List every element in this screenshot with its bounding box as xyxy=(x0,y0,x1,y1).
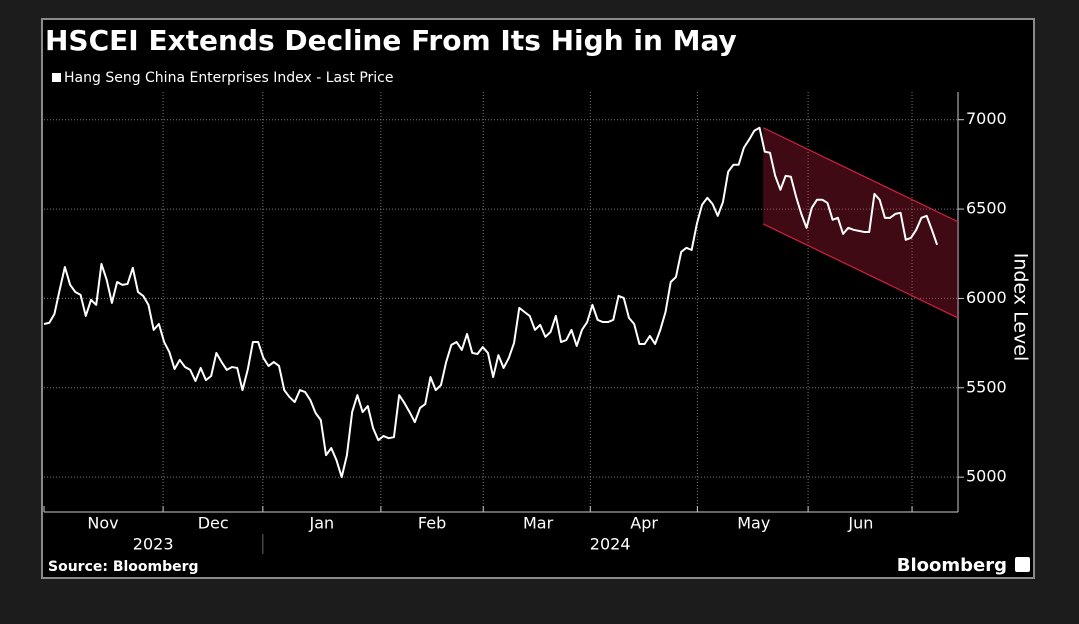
x-tick-label: Feb xyxy=(418,514,446,533)
y-tick-label: 6000 xyxy=(966,288,1007,307)
x-tick-label: Jan xyxy=(309,514,335,533)
x-tick-label: Mar xyxy=(523,514,554,533)
y-tick-label: 6500 xyxy=(966,199,1007,218)
frame xyxy=(41,18,1035,579)
channel-line xyxy=(762,127,959,223)
y-tick-label: 5500 xyxy=(966,377,1007,396)
chart-title: HSCEI Extends Decline From Its High in M… xyxy=(45,24,737,57)
series-line xyxy=(43,126,939,479)
channel-line xyxy=(762,223,959,319)
y-tick-label: 7000 xyxy=(966,109,1007,128)
y-axis-label: Index Level xyxy=(1010,253,1032,362)
brand-icon xyxy=(1015,557,1030,572)
x-tick-label: May xyxy=(737,514,770,533)
x-tick-label: Nov xyxy=(87,514,118,533)
source: Source: Bloomberg xyxy=(48,559,199,575)
y-tick-label: 5000 xyxy=(966,467,1007,486)
channel-area xyxy=(763,127,958,318)
x-tick-label: Apr xyxy=(630,514,658,533)
x-tick-label: Dec xyxy=(198,514,229,533)
x-tick-label: Jun xyxy=(847,514,873,533)
year-label: 2023 xyxy=(133,535,174,554)
legend-label: Hang Seng China Enterprises Index - Last… xyxy=(64,70,394,86)
brand: Bloomberg xyxy=(897,555,1007,576)
year-label: 2024 xyxy=(590,535,631,554)
legend-swatch xyxy=(52,73,61,82)
